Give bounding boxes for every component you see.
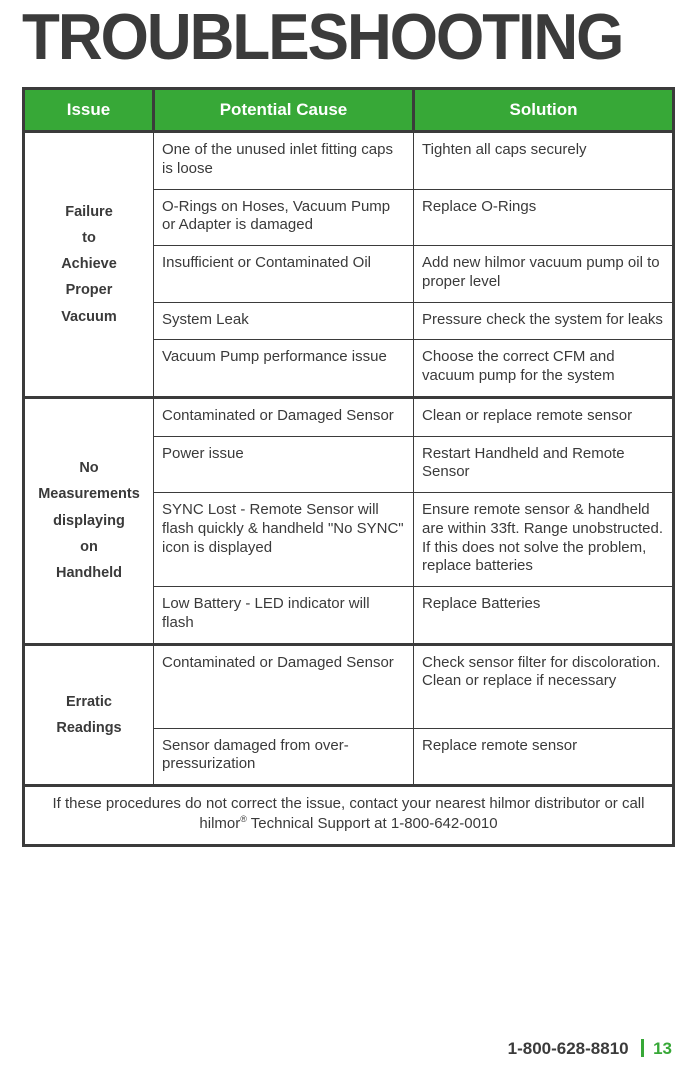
issue-cell: NoMeasurementsdisplayingonHandheld [24, 397, 154, 644]
cause-cell: System Leak [154, 302, 414, 340]
table-footnote-row: If these procedures do not correct the i… [24, 786, 674, 846]
table-footnote: If these procedures do not correct the i… [24, 786, 674, 846]
solution-cell: Tighten all caps securely [414, 132, 674, 190]
cause-cell: SYNC Lost - Remote Sensor will flash qui… [154, 493, 414, 587]
troubleshooting-table: Issue Potential Cause Solution Failureto… [22, 87, 675, 847]
solution-cell: Add new hilmor vacuum pump oil to proper… [414, 246, 674, 303]
cause-cell: One of the unused inlet fitting caps is … [154, 132, 414, 190]
footer-page-number: 13 [653, 1039, 672, 1058]
footer-separator [641, 1039, 644, 1057]
solution-cell: Replace O-Rings [414, 189, 674, 246]
col-header-issue: Issue [24, 89, 154, 132]
col-header-cause: Potential Cause [154, 89, 414, 132]
solution-cell: Restart Handheld and Remote Sensor [414, 436, 674, 493]
table-row: FailuretoAchieveProperVacuum One of the … [24, 132, 674, 190]
issue-cell: ErraticReadings [24, 644, 154, 786]
footer-phone: 1-800-628-8810 [508, 1039, 629, 1058]
cause-cell: O-Rings on Hoses, Vacuum Pump or Adapter… [154, 189, 414, 246]
cause-cell: Contaminated or Damaged Sensor [154, 397, 414, 436]
table-row: NoMeasurementsdisplayingonHandheld Conta… [24, 397, 674, 436]
table-header-row: Issue Potential Cause Solution [24, 89, 674, 132]
cause-cell: Sensor damaged from over-pressurization [154, 728, 414, 786]
cause-cell: Contaminated or Damaged Sensor [154, 644, 414, 728]
cause-cell: Low Battery - LED indicator will flash [154, 587, 414, 645]
solution-cell: Check sensor filter for discoloration. C… [414, 644, 674, 728]
solution-cell: Pressure check the system for leaks [414, 302, 674, 340]
solution-cell: Replace remote sensor [414, 728, 674, 786]
solution-cell: Replace Batteries [414, 587, 674, 645]
cause-cell: Power issue [154, 436, 414, 493]
page-title: TROUBLESHOOTING [22, 0, 672, 75]
page-footer: 1-800-628-8810 13 [508, 1039, 672, 1059]
solution-cell: Choose the correct CFM and vacuum pump f… [414, 340, 674, 398]
col-header-solution: Solution [414, 89, 674, 132]
solution-cell: Clean or replace remote sensor [414, 397, 674, 436]
cause-cell: Vacuum Pump performance issue [154, 340, 414, 398]
cause-cell: Insufficient or Contaminated Oil [154, 246, 414, 303]
issue-cell: FailuretoAchieveProperVacuum [24, 132, 154, 398]
table-row: ErraticReadings Contaminated or Damaged … [24, 644, 674, 728]
solution-cell: Ensure remote sensor & handheld are with… [414, 493, 674, 587]
